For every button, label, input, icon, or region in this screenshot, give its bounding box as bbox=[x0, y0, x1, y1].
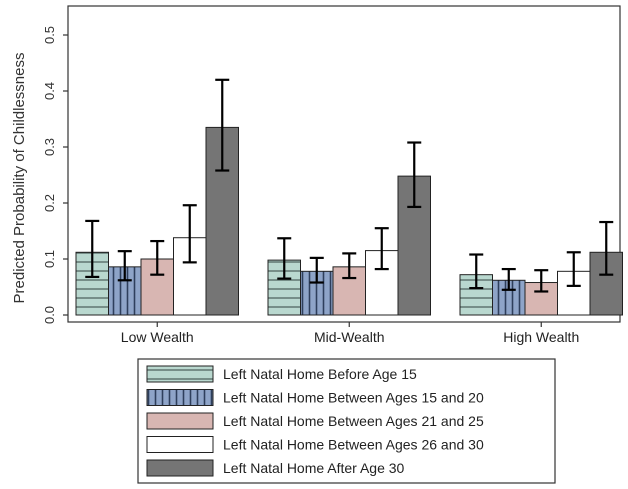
y-tick-label: 0.2 bbox=[42, 194, 57, 212]
y-tick-label: 0.0 bbox=[42, 306, 57, 324]
bar bbox=[140, 258, 174, 316]
x-axis-labels: Low Wealth Mid-Wealth High Wealth bbox=[121, 322, 579, 345]
plot-border bbox=[67, 5, 621, 323]
legend-label: Left Natal Home Between Ages 26 and 30 bbox=[223, 437, 484, 453]
error-bars-group bbox=[85, 78, 614, 293]
legend: Left Natal Home Before Age 15 Left Natal … bbox=[137, 358, 556, 484]
y-tick-label: 0.3 bbox=[42, 138, 57, 156]
y-tick-label: 0.5 bbox=[42, 26, 57, 44]
x-tick-label: Low Wealth bbox=[121, 329, 194, 345]
plot-frame bbox=[67, 5, 621, 323]
y-tick-label: 0.4 bbox=[42, 82, 57, 100]
legend-label: Left Natal Home Between Ages 21 and 25 bbox=[223, 413, 484, 429]
legend-swatch bbox=[146, 436, 214, 453]
legend-label: Left Natal Home After Age 30 bbox=[223, 460, 405, 476]
legend-label: Left Natal Home Before Age 15 bbox=[223, 366, 417, 382]
legend-swatch bbox=[146, 412, 214, 430]
legend-swatch bbox=[146, 459, 214, 477]
legend-swatch bbox=[146, 365, 214, 383]
y-axis-title: Predicted Probability of Childlessness bbox=[11, 53, 28, 304]
x-tick-label: Mid-Wealth bbox=[314, 329, 385, 345]
y-axis: 0.0 0.1 0.2 0.3 0.4 0.5 bbox=[42, 26, 68, 324]
x-tick-label: High Wealth bbox=[503, 329, 579, 345]
legend-label: Left Natal Home Between Ages 15 and 20 bbox=[223, 390, 484, 406]
bar bbox=[205, 126, 239, 316]
y-tick-label: 0.1 bbox=[42, 250, 57, 268]
legend-swatch bbox=[146, 389, 214, 406]
